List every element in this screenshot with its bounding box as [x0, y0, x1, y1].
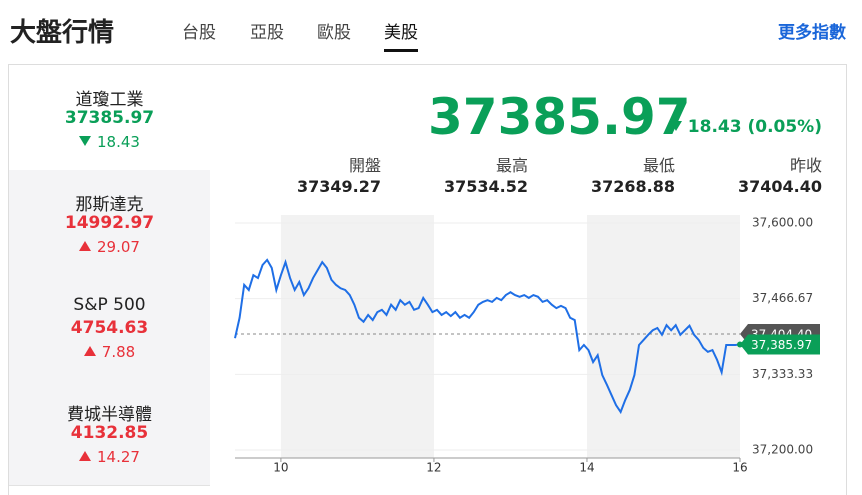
tab[interactable]: 亞股: [250, 23, 284, 43]
tab[interactable]: 歐股: [317, 23, 351, 43]
index-value: 37385.97: [64, 108, 155, 128]
stat-label: 最低: [642, 156, 675, 175]
index-name: 道瓊工業: [75, 90, 144, 110]
index-change: 29.07: [9, 238, 210, 256]
index-change: 7.88: [9, 343, 210, 361]
tab[interactable]: 台股: [182, 23, 216, 43]
stat-label: 昨收: [789, 156, 822, 175]
x-tick-label: 12: [426, 461, 441, 475]
direction-icon: [79, 451, 92, 461]
stat-label: 開盤: [348, 156, 381, 175]
stat-value: 37404.40: [737, 177, 822, 196]
direction-icon: [79, 241, 92, 251]
y-tick-label: 37,333.33: [752, 367, 813, 381]
index-item[interactable]: 費城半導體 4132.85 14.27: [9, 380, 210, 486]
index-change-text: 7.88: [101, 343, 136, 361]
x-tick-label: 14: [579, 461, 594, 475]
panel: [8, 64, 847, 495]
index-change: 18.43: [9, 133, 210, 151]
session-band: [586, 215, 740, 458]
session-band: [280, 215, 434, 458]
index-value: 14992.97: [64, 213, 155, 233]
direction-icon: [79, 136, 92, 146]
index-value: 4754.63: [70, 318, 149, 338]
quote-change-text: 18.43 (0.05%): [687, 117, 822, 137]
quote-value: 37385.97: [428, 88, 691, 146]
y-tick-label: 37,600.00: [752, 216, 813, 230]
index-change-text: 18.43: [97, 133, 140, 151]
more-link[interactable]: 更多指數: [778, 23, 846, 43]
tab[interactable]: 美股: [384, 18, 418, 52]
quote-change: 18.43 (0.05%): [669, 117, 822, 137]
index-item[interactable]: 道瓊工業 37385.97 18.43: [9, 65, 210, 171]
x-tick-label: 16: [732, 461, 747, 475]
index-change: 14.27: [9, 448, 210, 466]
index-name: 那斯達克: [75, 195, 144, 215]
index-name: S&P 500: [73, 295, 146, 315]
index-change-text: 29.07: [97, 238, 140, 256]
stat-value: 37534.52: [443, 177, 528, 196]
stat-label: 最高: [495, 156, 528, 175]
last-tag: [740, 334, 820, 355]
page-title: 大盤行情: [10, 18, 115, 48]
last-tag-label: 37,385.97: [751, 338, 812, 352]
stat-value: 37268.88: [590, 177, 675, 196]
y-tick-label: 37,466.67: [752, 291, 813, 305]
stat-value: 37349.27: [296, 177, 381, 196]
direction-icon: [83, 346, 96, 356]
index-name: 費城半導體: [67, 405, 152, 425]
index-change-text: 14.27: [97, 448, 140, 466]
index-item[interactable]: S&P 500 4754.63 7.88: [9, 275, 210, 381]
y-tick-label: 37,200.00: [752, 443, 813, 457]
x-tick-label: 10: [273, 461, 288, 475]
index-value: 4132.85: [70, 423, 149, 443]
price-line: [234, 258, 741, 415]
